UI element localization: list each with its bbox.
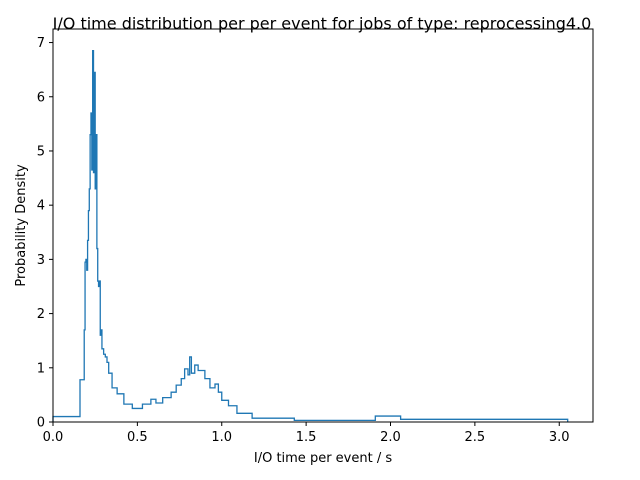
chart-title: I/O time distribution per per event for …: [53, 14, 592, 33]
plot-area: [52, 50, 569, 422]
y-tick-label: 0: [37, 416, 45, 431]
x-axis-ticks: 0.0 0.5 1.0 1.5 2.0 2.5 3.0: [43, 422, 570, 445]
y-tick-label: 1: [37, 361, 45, 376]
y-tick-label: 4: [37, 199, 45, 214]
x-tick-label: 3.0: [549, 430, 570, 445]
y-tick-label: 3: [37, 253, 45, 268]
y-axis-ticks: 0 1 2 3 4 5 6 7: [37, 36, 53, 431]
x-tick-label: 1.5: [296, 430, 317, 445]
y-tick-label: 7: [37, 36, 45, 51]
x-tick-label: 1.0: [211, 430, 232, 445]
x-tick-label: 2.5: [465, 430, 486, 445]
y-tick-label: 2: [37, 307, 45, 322]
x-axis-label: I/O time per event / s: [254, 451, 392, 466]
x-tick-label: 0.0: [43, 430, 64, 445]
series-step-line: [52, 50, 569, 422]
y-tick-label: 5: [37, 144, 45, 159]
x-tick-label: 0.5: [127, 430, 148, 445]
y-tick-label: 6: [37, 90, 45, 105]
y-axis-label: Probability Density: [14, 164, 29, 287]
x-tick-label: 2.0: [380, 430, 401, 445]
axes-frame: [52, 28, 594, 423]
